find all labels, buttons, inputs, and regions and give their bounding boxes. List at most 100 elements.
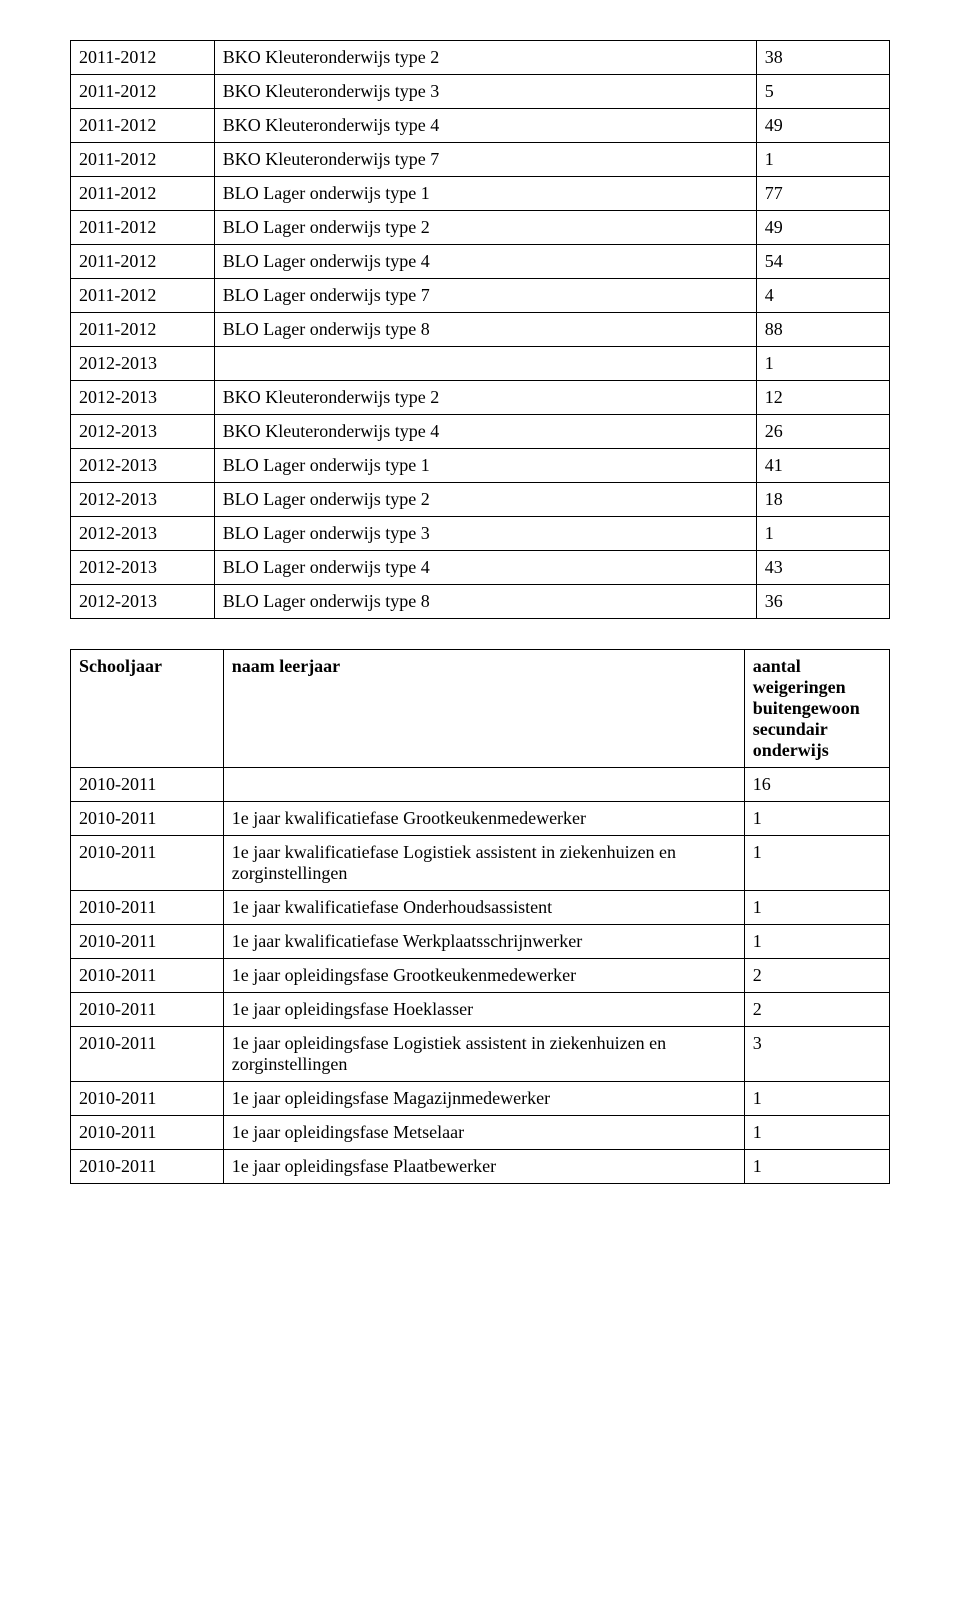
cell-count: 18 — [756, 483, 889, 517]
table-row: 2012-2013BLO Lager onderwijs type 218 — [71, 483, 890, 517]
cell-schooljaar: 2010-2011 — [71, 1116, 224, 1150]
cell-year: 2011-2012 — [71, 143, 215, 177]
table-row: 2011-2012BKO Kleuteronderwijs type 71 — [71, 143, 890, 177]
cell-aantal: 1 — [744, 891, 889, 925]
header-aantal: aantal weigeringen buitengewoon secundai… — [744, 650, 889, 768]
header-leerjaar: naam leerjaar — [223, 650, 744, 768]
cell-count: 1 — [756, 517, 889, 551]
cell-year: 2011-2012 — [71, 313, 215, 347]
cell-aantal: 1 — [744, 1150, 889, 1184]
cell-aantal: 1 — [744, 1082, 889, 1116]
table-row: 2010-20111e jaar kwalificatiefase Logist… — [71, 836, 890, 891]
table-education-type: 2011-2012BKO Kleuteronderwijs type 23820… — [70, 40, 890, 619]
cell-desc: BKO Kleuteronderwijs type 2 — [214, 41, 756, 75]
table-row: 2010-20111e jaar kwalificatiefase Werkpl… — [71, 925, 890, 959]
cell-year: 2012-2013 — [71, 585, 215, 619]
cell-leerjaar: 1e jaar kwalificatiefase Werkplaatsschri… — [223, 925, 744, 959]
cell-schooljaar: 2010-2011 — [71, 959, 224, 993]
cell-desc: BKO Kleuteronderwijs type 3 — [214, 75, 756, 109]
cell-count: 5 — [756, 75, 889, 109]
cell-year: 2012-2013 — [71, 415, 215, 449]
table-row: 2012-2013BLO Lager onderwijs type 443 — [71, 551, 890, 585]
cell-leerjaar: 1e jaar opleidingsfase Logistiek assiste… — [223, 1027, 744, 1082]
table-row: 2011-2012BLO Lager onderwijs type 177 — [71, 177, 890, 211]
table-row: 2010-20111e jaar opleidingsfase Plaatbew… — [71, 1150, 890, 1184]
table-row: 2012-2013BKO Kleuteronderwijs type 212 — [71, 381, 890, 415]
cell-schooljaar: 2010-2011 — [71, 802, 224, 836]
cell-count: 36 — [756, 585, 889, 619]
cell-desc: BLO Lager onderwijs type 2 — [214, 483, 756, 517]
cell-schooljaar: 2010-2011 — [71, 836, 224, 891]
cell-count: 1 — [756, 143, 889, 177]
table-row: 2012-2013 1 — [71, 347, 890, 381]
cell-year: 2011-2012 — [71, 279, 215, 313]
table-row: 2011-2012BLO Lager onderwijs type 888 — [71, 313, 890, 347]
table-row: 2010-20111e jaar opleidingsfase Metselaa… — [71, 1116, 890, 1150]
table-row: 2010-20111e jaar kwalificatiefase Onderh… — [71, 891, 890, 925]
cell-year: 2012-2013 — [71, 381, 215, 415]
cell-desc: BLO Lager onderwijs type 4 — [214, 551, 756, 585]
cell-leerjaar: 1e jaar opleidingsfase Plaatbewerker — [223, 1150, 744, 1184]
cell-schooljaar: 2010-2011 — [71, 891, 224, 925]
cell-desc: BLO Lager onderwijs type 1 — [214, 177, 756, 211]
cell-leerjaar: 1e jaar opleidingsfase Metselaar — [223, 1116, 744, 1150]
table-row: 2011-2012BKO Kleuteronderwijs type 35 — [71, 75, 890, 109]
cell-count: 12 — [756, 381, 889, 415]
cell-aantal: 1 — [744, 1116, 889, 1150]
cell-schooljaar: 2010-2011 — [71, 1082, 224, 1116]
cell-count: 38 — [756, 41, 889, 75]
cell-count: 26 — [756, 415, 889, 449]
cell-desc: BKO Kleuteronderwijs type 4 — [214, 109, 756, 143]
cell-aantal: 2 — [744, 959, 889, 993]
cell-schooljaar: 2010-2011 — [71, 768, 224, 802]
cell-desc: BKO Kleuteronderwijs type 2 — [214, 381, 756, 415]
cell-leerjaar: 1e jaar kwalificatiefase Onderhoudsassis… — [223, 891, 744, 925]
table-row: 2011-2012BKO Kleuteronderwijs type 238 — [71, 41, 890, 75]
cell-desc: BLO Lager onderwijs type 7 — [214, 279, 756, 313]
cell-year: 2012-2013 — [71, 517, 215, 551]
cell-count: 4 — [756, 279, 889, 313]
cell-year: 2012-2013 — [71, 347, 215, 381]
cell-aantal: 16 — [744, 768, 889, 802]
table-row: 2012-2013BKO Kleuteronderwijs type 426 — [71, 415, 890, 449]
cell-schooljaar: 2010-2011 — [71, 993, 224, 1027]
cell-desc: BLO Lager onderwijs type 4 — [214, 245, 756, 279]
cell-aantal: 2 — [744, 993, 889, 1027]
cell-leerjaar: 1e jaar kwalificatiefase Logistiek assis… — [223, 836, 744, 891]
cell-desc: BKO Kleuteronderwijs type 7 — [214, 143, 756, 177]
cell-desc — [214, 347, 756, 381]
table-row: 2010-20111e jaar opleidingsfase Hoeklass… — [71, 993, 890, 1027]
table-row: 2011-2012BLO Lager onderwijs type 249 — [71, 211, 890, 245]
table-row: 2010-2011 16 — [71, 768, 890, 802]
cell-year: 2011-2012 — [71, 177, 215, 211]
cell-count: 41 — [756, 449, 889, 483]
table-row: 2011-2012BLO Lager onderwijs type 74 — [71, 279, 890, 313]
cell-count: 88 — [756, 313, 889, 347]
cell-leerjaar — [223, 768, 744, 802]
cell-aantal: 3 — [744, 1027, 889, 1082]
cell-desc: BLO Lager onderwijs type 2 — [214, 211, 756, 245]
table-row: 2010-20111e jaar opleidingsfase Magazijn… — [71, 1082, 890, 1116]
cell-year: 2011-2012 — [71, 109, 215, 143]
cell-year: 2012-2013 — [71, 483, 215, 517]
cell-count: 49 — [756, 109, 889, 143]
cell-year: 2011-2012 — [71, 245, 215, 279]
cell-count: 1 — [756, 347, 889, 381]
cell-count: 77 — [756, 177, 889, 211]
cell-desc: BLO Lager onderwijs type 8 — [214, 585, 756, 619]
cell-desc: BLO Lager onderwijs type 3 — [214, 517, 756, 551]
cell-desc: BLO Lager onderwijs type 1 — [214, 449, 756, 483]
table-row: 2012-2013BLO Lager onderwijs type 141 — [71, 449, 890, 483]
cell-leerjaar: 1e jaar opleidingsfase Grootkeukenmedewe… — [223, 959, 744, 993]
cell-aantal: 1 — [744, 836, 889, 891]
cell-schooljaar: 2010-2011 — [71, 1150, 224, 1184]
table-schooljaar: Schooljaarnaam leerjaaraantal weigeringe… — [70, 649, 890, 1184]
cell-schooljaar: 2010-2011 — [71, 1027, 224, 1082]
cell-desc: BLO Lager onderwijs type 8 — [214, 313, 756, 347]
cell-year: 2012-2013 — [71, 449, 215, 483]
table-row: 2010-20111e jaar opleidingsfase Grootkeu… — [71, 959, 890, 993]
cell-aantal: 1 — [744, 802, 889, 836]
table-row: 2010-20111e jaar kwalificatiefase Grootk… — [71, 802, 890, 836]
cell-year: 2012-2013 — [71, 551, 215, 585]
cell-schooljaar: 2010-2011 — [71, 925, 224, 959]
